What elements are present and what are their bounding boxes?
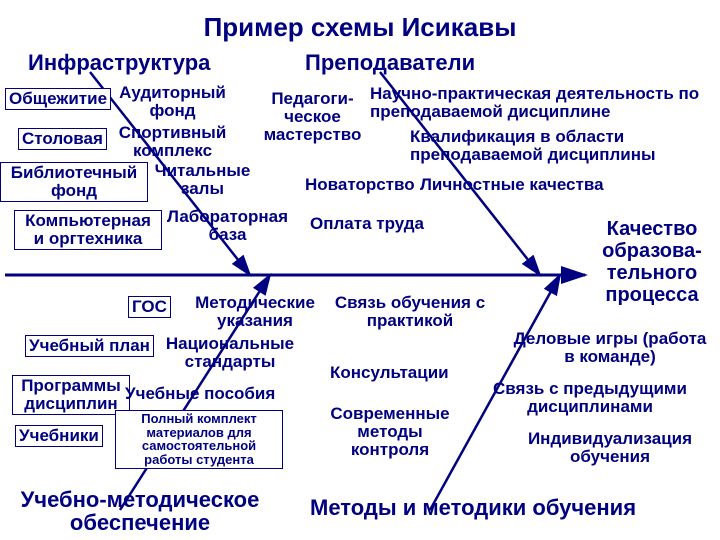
item-practice: Связь обучения с практикой xyxy=(330,294,490,330)
item-salary: Оплата труда xyxy=(310,215,424,233)
cat-method-support: Учебно-методическое обеспечение xyxy=(0,488,280,534)
item-qualification: Квалификация в области преподаваемой дис… xyxy=(410,128,710,164)
item-guidelines: Методические указания xyxy=(180,294,330,330)
cat-teachers: Преподаватели xyxy=(305,50,475,76)
item-innovation: Новаторство xyxy=(305,176,415,194)
item-prev: Связь с предыдущими дисциплинами xyxy=(475,380,705,416)
cat-infrastructure: Инфраструктура xyxy=(28,50,210,76)
item-library: Библиотечный фонд xyxy=(0,162,148,202)
item-sport: Спортивный комплекс xyxy=(115,124,230,160)
item-reading: Читальные залы xyxy=(150,162,255,198)
item-games: Деловые игры (работа в команде) xyxy=(510,330,710,366)
item-gos: ГОС xyxy=(128,296,171,318)
item-pedagogy: Педагоги-ческое мастерство xyxy=(260,90,365,144)
item-lab: Лабораторная база xyxy=(160,208,295,244)
effect-label: Качество образова-тельного процесса xyxy=(592,218,712,306)
item-canteen: Столовая xyxy=(18,128,107,150)
item-textbooks: Учебники xyxy=(15,425,103,447)
item-consult: Консультации xyxy=(330,364,449,382)
item-textbooks2: Учебные пособия xyxy=(125,385,275,403)
item-national: Национальные стандарты xyxy=(155,335,305,371)
item-science: Научно-практическая деятельность по преп… xyxy=(370,85,720,121)
item-dormitory: Общежитие xyxy=(5,88,111,110)
item-individual: Индивидуализация обучения xyxy=(520,430,700,466)
diagram-title: Пример схемы Исикавы xyxy=(0,12,720,43)
item-computer: Компьютерная и оргтехника xyxy=(14,210,162,250)
item-control: Современные методы контроля xyxy=(320,405,460,459)
item-personal: Личностные качества xyxy=(420,176,604,194)
item-plan: Учебный план xyxy=(25,335,154,357)
item-auditorium: Аудиторный фонд xyxy=(115,84,230,120)
item-selfstudy: Полный комплект материалов для самостоят… xyxy=(115,410,283,469)
item-programs: Программы дисциплин xyxy=(12,375,130,415)
cat-methods: Методы и методики обучения xyxy=(310,495,636,521)
